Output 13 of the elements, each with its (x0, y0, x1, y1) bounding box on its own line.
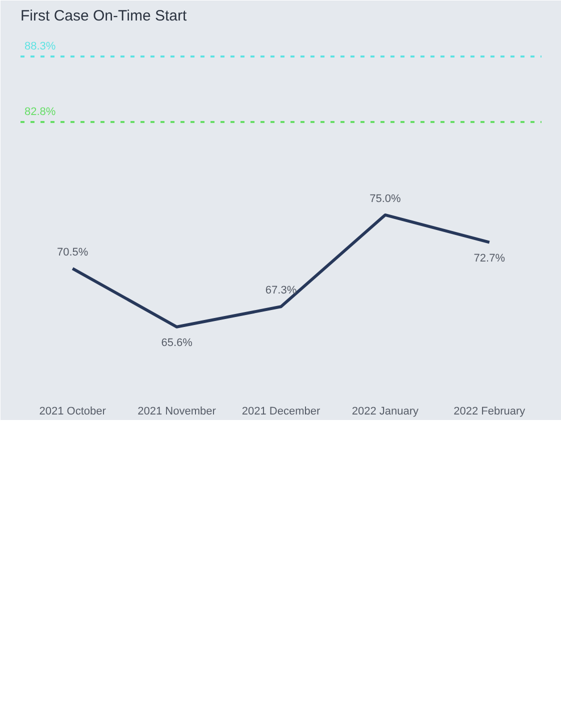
ref-line-label: 82.8% (24, 106, 56, 118)
x-tick-label: 2021 December (242, 406, 320, 418)
data-label: 75.0% (370, 192, 402, 205)
x-tick-label: 2021 October (39, 406, 106, 418)
data-label: 70.5% (57, 246, 88, 259)
x-tick-label: 2022 January (352, 406, 420, 418)
chart-title: First Case On-Time Start (20, 8, 188, 24)
x-tick-label: 2022 February (454, 406, 526, 418)
data-label: 72.7% (474, 252, 506, 264)
ref-line-label: 88.3% (24, 40, 56, 53)
data-label: 67.3% (265, 284, 297, 297)
data-label: 65.6% (161, 336, 193, 349)
x-tick-label: 2021 November (138, 406, 216, 418)
